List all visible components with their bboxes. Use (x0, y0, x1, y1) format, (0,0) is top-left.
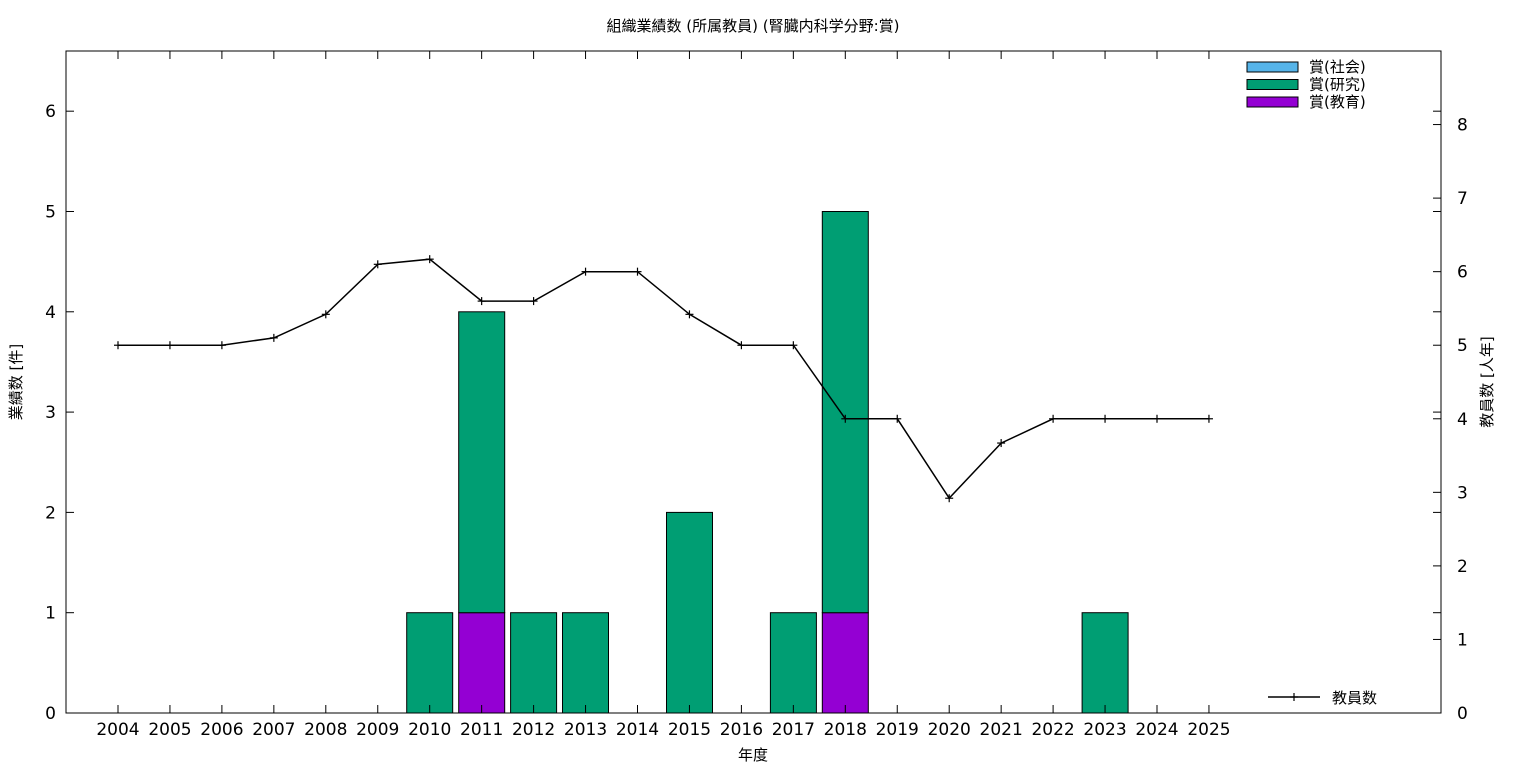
legend-label: 賞(社会) (1309, 58, 1366, 76)
x-tick-label: 2004 (96, 720, 139, 740)
x-axis-label: 年度 (738, 746, 768, 764)
faculty-count-point-2020 (945, 494, 954, 503)
line-legend: 教員数 (1268, 689, 1377, 707)
y-tick-label: 0 (45, 704, 56, 724)
bar-2011-education (458, 612, 506, 714)
x-tick-label: 2012 (512, 720, 555, 740)
y2-axis-label: 教員数 [人年] (1478, 336, 1496, 427)
bar-2015-research (666, 511, 713, 714)
faculty-count-point-2004 (114, 341, 122, 350)
y-tick-label: 4 (45, 303, 56, 323)
y2-tick-label: 2 (1457, 557, 1468, 577)
x-tick-label: 2014 (616, 720, 659, 740)
y2-tick-label: 8 (1457, 116, 1468, 136)
y2-tick-label: 6 (1457, 263, 1468, 283)
faculty-count-point-2009 (373, 260, 382, 269)
faculty-count-point-2011 (477, 297, 486, 306)
faculty-count-point-2008 (321, 310, 330, 319)
y2-tick-label: 7 (1457, 189, 1468, 209)
y2-tick-label: 5 (1457, 336, 1468, 356)
chart-title: 組織業績数 (所属教員) (腎臓内科学分野:賞) (607, 17, 900, 35)
x-tick-label: 2008 (304, 720, 347, 740)
x-tick-label: 2024 (1135, 720, 1178, 740)
legend-label: 賞(教育) (1309, 93, 1366, 111)
faculty-count-point-2007 (269, 333, 278, 342)
bar-2023-research (1081, 612, 1129, 714)
faculty-count-point-2016 (737, 341, 746, 350)
line-legend-label: 教員数 (1332, 689, 1377, 707)
x-tick-label: 2025 (1187, 720, 1230, 740)
faculty-count-point-2022 (1049, 414, 1058, 423)
x-axis: 2004 2005 2006 2007 2008 2009 2010 2011 2012 2013… (96, 51, 1231, 740)
faculty-count-point-2014 (633, 267, 642, 276)
y2-tick-label: 1 (1457, 630, 1468, 650)
bar-2018-research (821, 211, 869, 614)
bar-2018-education (821, 612, 869, 714)
y-tick-label: 3 (45, 403, 56, 423)
y2-tick-label: 0 (1457, 704, 1468, 724)
x-tick-label: 2005 (148, 720, 191, 740)
faculty-count-point-2018 (841, 414, 850, 423)
left-axis: 0 1 2 3 4 5 6 (45, 102, 1441, 724)
faculty-count-point-2012 (529, 297, 538, 306)
faculty-count-point-2024 (1153, 414, 1161, 423)
x-tick-label: 2013 (564, 720, 607, 740)
y-tick-label: 2 (45, 503, 56, 523)
y2-tick-label: 3 (1457, 483, 1468, 503)
faculty-count-point-2025 (1204, 414, 1213, 423)
faculty-count-point-2006 (217, 341, 226, 350)
bar-2017-research (769, 612, 817, 714)
y-tick-label: 6 (45, 102, 56, 122)
y-tick-label: 5 (45, 202, 56, 222)
line-layer (114, 255, 1213, 503)
x-tick-label: 2016 (720, 720, 763, 740)
legend-swatch (1246, 96, 1299, 108)
bar-2012-research (510, 612, 558, 714)
bars-layer (406, 211, 1129, 714)
x-tick-label: 2019 (876, 720, 919, 740)
right-axis: 0 1 2 3 4 5 6 7 8 (1433, 116, 1468, 724)
x-tick-label: 2017 (772, 720, 815, 740)
faculty-count-point-2013 (581, 267, 590, 276)
faculty-count-point-2005 (165, 341, 174, 350)
legend-swatch (1246, 61, 1299, 73)
legend-label: 賞(研究) (1309, 76, 1366, 94)
x-tick-label: 2009 (356, 720, 399, 740)
faculty-count-point-2023 (1101, 414, 1110, 423)
legend-swatch (1246, 79, 1299, 90)
plot-area (65, 50, 1442, 714)
bar-2013-research (562, 612, 609, 714)
x-tick-label: 2020 (928, 720, 971, 740)
x-tick-label: 2021 (980, 720, 1023, 740)
bar-2010-research (406, 612, 454, 714)
x-tick-label: 2006 (200, 720, 243, 740)
faculty-count-point-2019 (893, 414, 902, 423)
faculty-count-point-2021 (997, 439, 1006, 448)
legend: 賞(社会)賞(研究)賞(教育) (1246, 58, 1366, 111)
y-axis-label: 業績数 [件] (7, 344, 25, 420)
faculty-count-line (118, 258, 1209, 500)
y-tick-label: 1 (45, 604, 56, 624)
faculty-count-point-2015 (685, 310, 694, 319)
bar-2011-research (458, 311, 506, 614)
x-tick-label: 2011 (460, 720, 503, 740)
x-tick-label: 2022 (1031, 720, 1074, 740)
faculty-count-point-2010 (425, 255, 434, 264)
x-tick-label: 2023 (1083, 720, 1126, 740)
x-tick-label: 2018 (824, 720, 867, 740)
faculty-count-point-2017 (789, 341, 798, 350)
x-tick-label: 2015 (668, 720, 711, 740)
x-tick-label: 2007 (252, 720, 295, 740)
y2-tick-label: 4 (1457, 410, 1468, 430)
x-tick-label: 2010 (408, 720, 451, 740)
